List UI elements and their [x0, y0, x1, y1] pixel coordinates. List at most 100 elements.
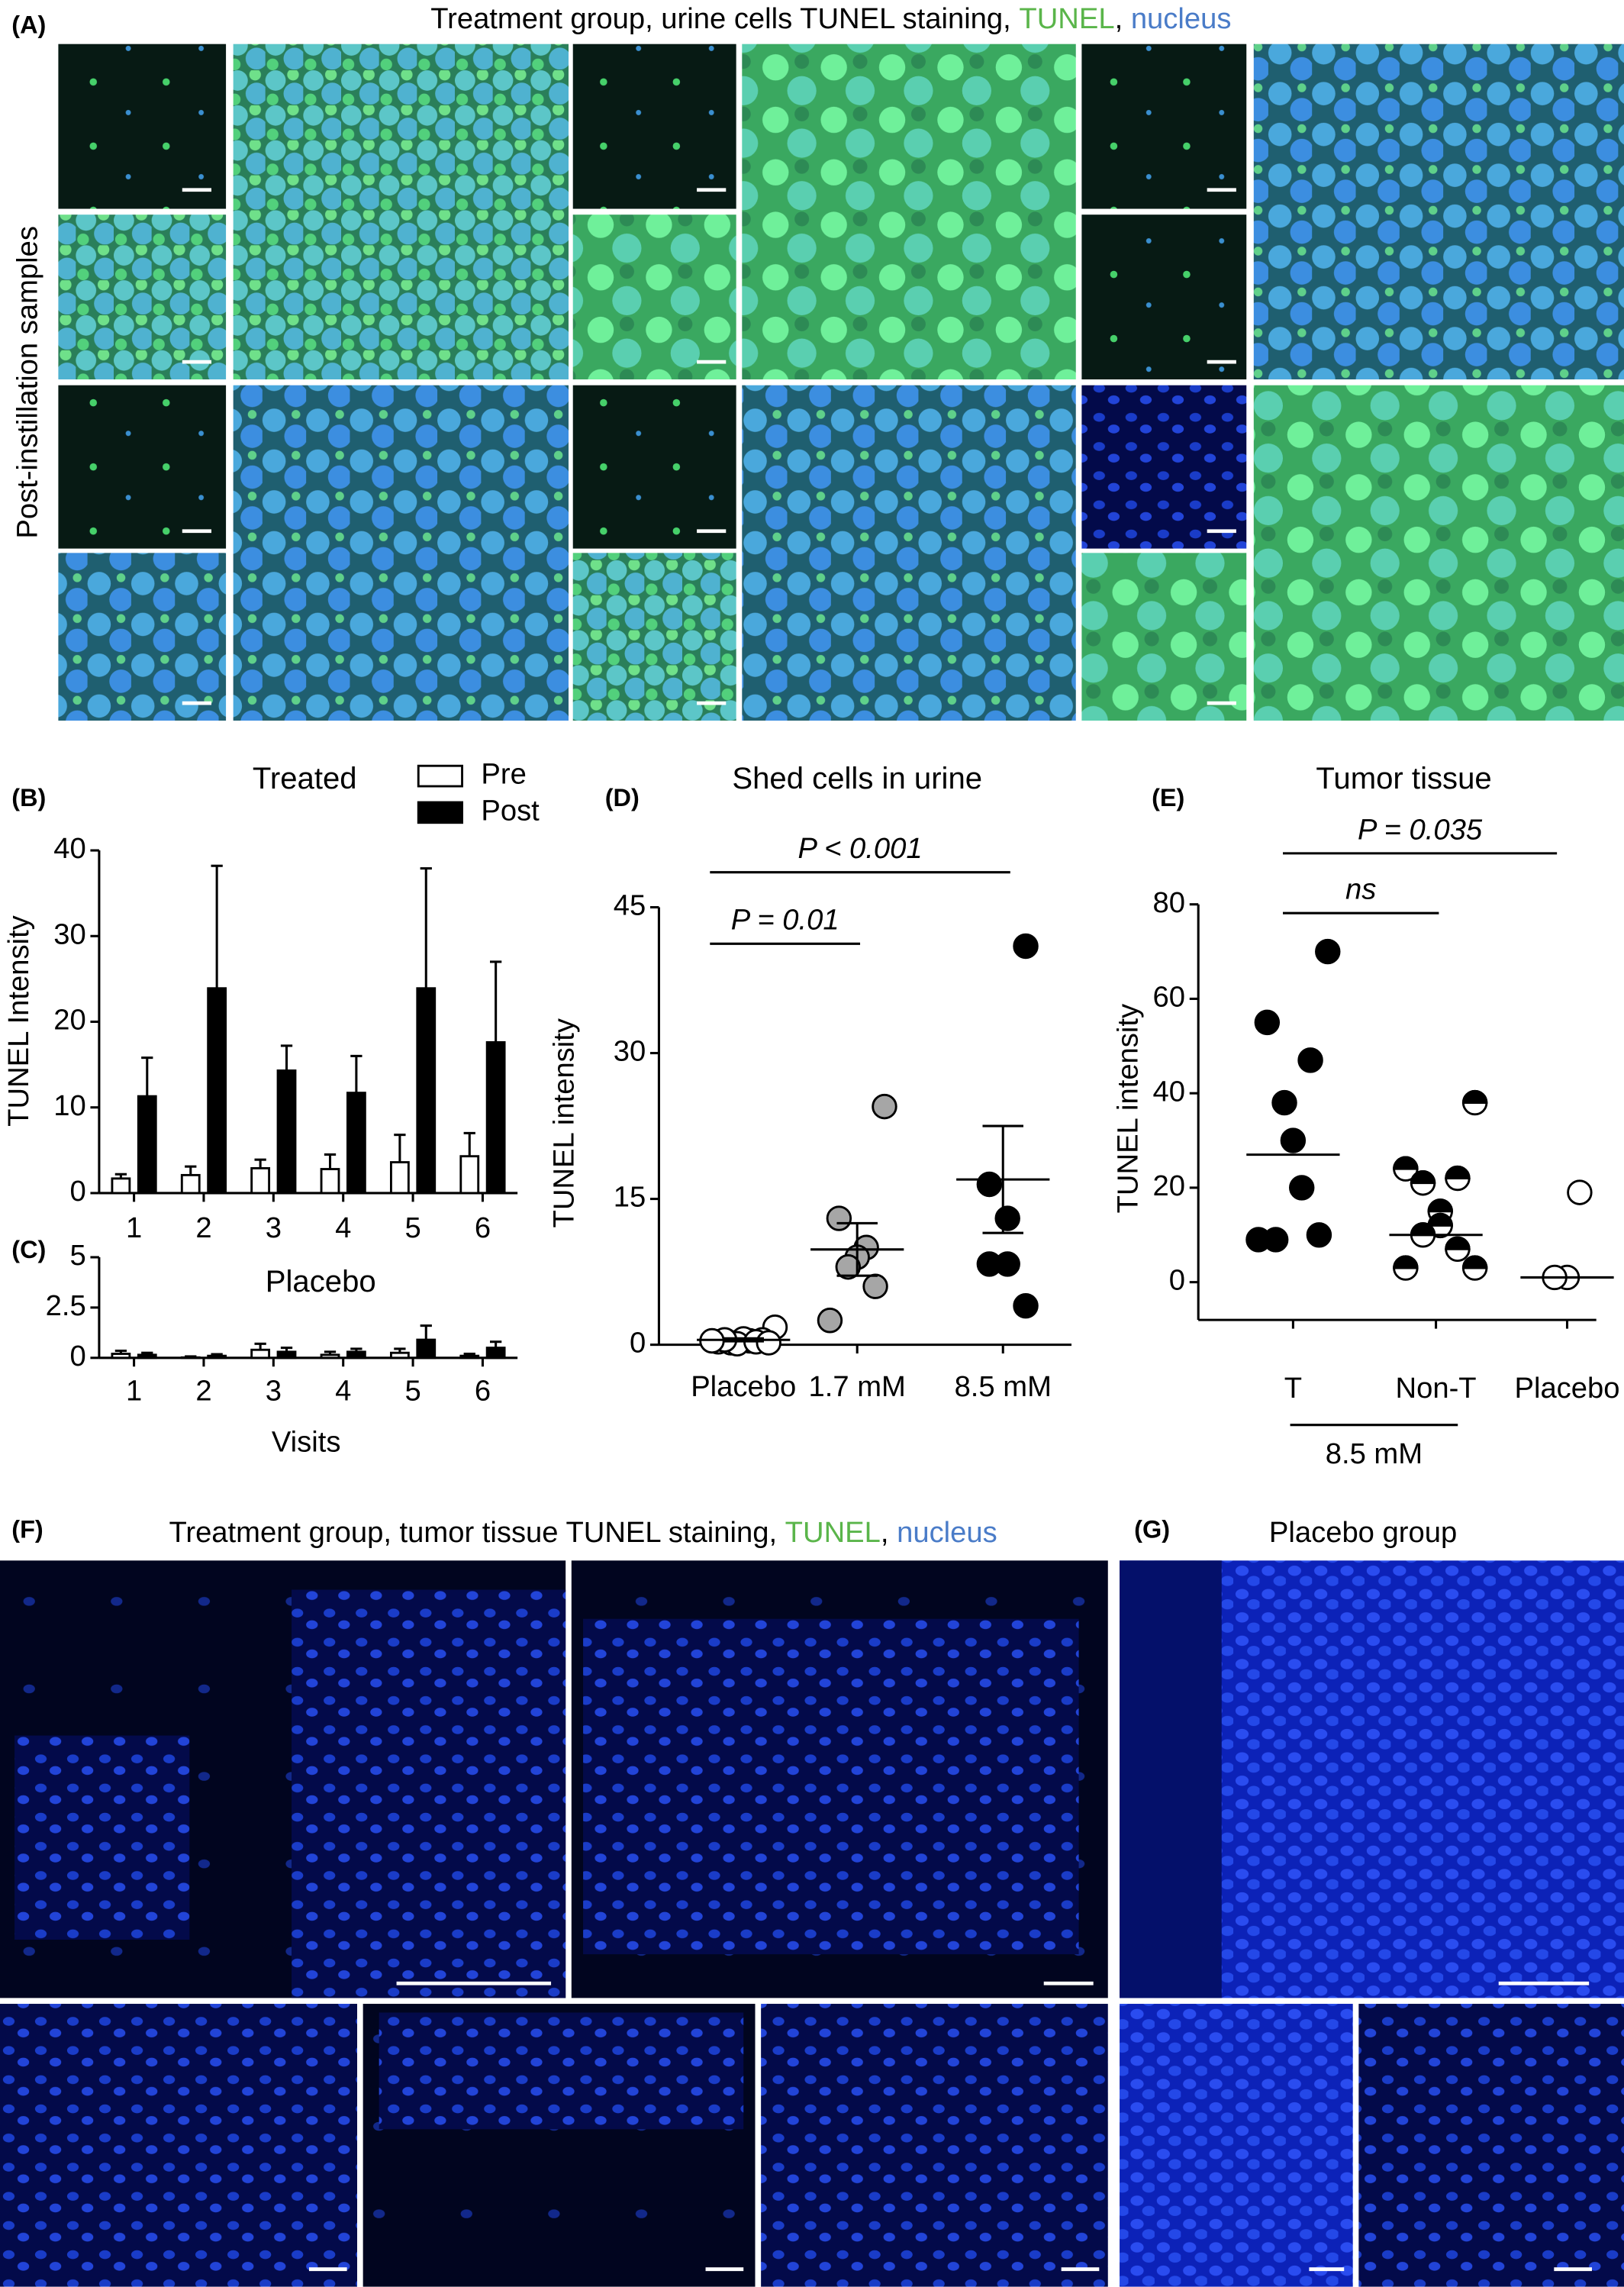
x-axis-label: Visits	[272, 1426, 341, 1459]
group-label: 8.5 mM	[1326, 1437, 1423, 1470]
panel-title: Treatment group, tumor tissue TUNEL stai…	[169, 1516, 997, 1549]
y-tick-label: 20	[1153, 1169, 1185, 1202]
micrograph	[572, 385, 736, 549]
x-tick-label: 5	[404, 1211, 420, 1244]
title-part: ,	[881, 1516, 897, 1549]
point-half	[1445, 1236, 1471, 1250]
micrograph	[1081, 385, 1247, 549]
legend-label: Pre	[481, 758, 526, 791]
bar	[111, 1177, 131, 1195]
x-tick-label: 4	[335, 1375, 351, 1408]
data-point	[1245, 1227, 1271, 1253]
micrograph	[58, 44, 227, 209]
micrograph-region	[14, 1735, 190, 1940]
panel-label: (E)	[1152, 784, 1184, 811]
y-tick-label: 0	[69, 1340, 85, 1373]
data-point	[1567, 1179, 1593, 1205]
x-tick-label: Non-T	[1396, 1372, 1477, 1405]
micrograph	[742, 385, 1076, 721]
bar	[346, 1092, 366, 1195]
title-part: ,	[1115, 2, 1131, 35]
data-point	[1289, 1175, 1315, 1201]
data-point	[835, 1254, 862, 1280]
data-point	[1254, 1009, 1281, 1036]
data-point	[976, 1251, 1003, 1277]
data-point	[1306, 1222, 1332, 1248]
y-axis-label: TUNEL intensity	[1112, 1003, 1145, 1213]
y-tick-label: 30	[614, 1035, 646, 1068]
bar	[276, 1350, 297, 1360]
legend-label: Post	[481, 794, 540, 827]
micrograph	[58, 215, 227, 380]
bar	[416, 1338, 437, 1360]
data-point	[1013, 933, 1039, 960]
significance-label: ns	[1345, 873, 1376, 906]
micrograph	[572, 553, 736, 721]
x-tick-label: Placebo	[691, 1370, 796, 1403]
bar	[137, 1095, 157, 1195]
micrograph	[761, 2004, 1108, 2287]
y-tick-label: 2.5	[46, 1289, 86, 1322]
point-half	[1393, 1156, 1419, 1170]
point-half	[1445, 1165, 1471, 1179]
x-tick-label: Placebo	[1514, 1372, 1619, 1405]
point-half	[1461, 1255, 1488, 1269]
significance-label: P = 0.01	[731, 904, 839, 937]
x-tick-label: 5	[404, 1375, 420, 1408]
x-tick-label: 1.7 mM	[809, 1370, 906, 1403]
micrograph	[742, 44, 1076, 380]
point-half	[1410, 1222, 1436, 1237]
data-point	[1410, 1170, 1436, 1196]
data-point	[1461, 1255, 1488, 1281]
y-tick-label: 80	[1153, 886, 1185, 919]
micrograph-region	[1120, 1560, 1222, 1998]
data-point	[826, 1205, 852, 1231]
bar	[137, 1353, 157, 1360]
title-part: TUNEL	[1019, 2, 1114, 35]
data-point	[1393, 1255, 1419, 1281]
bar	[346, 1350, 366, 1360]
bar	[276, 1069, 297, 1195]
legend-swatch	[417, 764, 463, 788]
micrograph	[233, 44, 569, 380]
data-point	[976, 1171, 1003, 1198]
data-point	[1271, 1089, 1297, 1116]
bar	[459, 1155, 480, 1195]
micrograph	[572, 215, 736, 380]
data-point	[862, 1273, 888, 1299]
x-tick-label: 6	[475, 1375, 491, 1408]
y-tick-label: 5	[69, 1239, 85, 1272]
micrograph	[1358, 2004, 1624, 2287]
chart-title: Treated	[253, 762, 357, 795]
panel-label: (G)	[1134, 1516, 1170, 1543]
micrograph	[1081, 44, 1247, 209]
bar	[389, 1351, 410, 1360]
point-half	[1427, 1198, 1453, 1213]
panel-title: Treatment group, urine cells TUNEL stain…	[430, 2, 1231, 35]
bar	[180, 1356, 201, 1360]
significance-label: P = 0.035	[1358, 813, 1483, 846]
y-axis-label: TUNEL Intensity	[2, 914, 35, 1127]
micrograph-region	[379, 2012, 744, 2130]
y-tick-label: 20	[53, 1004, 85, 1037]
y-tick-label: 30	[53, 918, 85, 950]
bar	[320, 1353, 340, 1360]
bar	[111, 1353, 131, 1360]
chart-title: Shed cells in urine	[732, 762, 982, 795]
data-point	[1393, 1156, 1419, 1182]
data-point	[1280, 1127, 1307, 1153]
micrograph	[1120, 2004, 1353, 2287]
bar	[485, 1040, 506, 1195]
micrograph	[58, 385, 227, 549]
micrograph	[0, 2004, 358, 2287]
bar	[250, 1348, 271, 1360]
urine-cell-images	[58, 44, 1624, 721]
point-half	[1410, 1170, 1436, 1185]
data-point	[872, 1093, 897, 1120]
micrograph	[572, 44, 736, 209]
chart-title: Tumor tissue	[1316, 762, 1491, 795]
bar	[207, 987, 227, 1195]
micrograph-region	[292, 1589, 566, 1998]
y-tick-label: 60	[1153, 981, 1185, 1014]
title-part: nucleus	[897, 1516, 997, 1549]
